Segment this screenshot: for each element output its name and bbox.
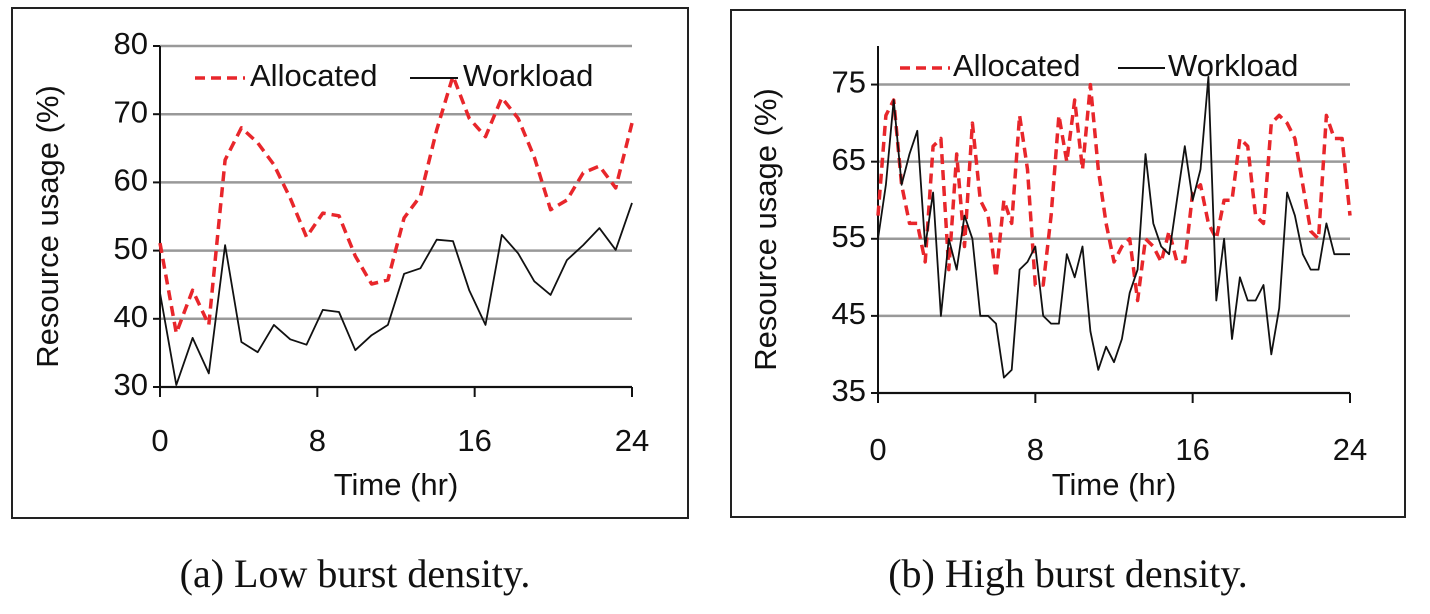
legend-label: Allocated <box>953 48 1081 83</box>
panel-frame <box>11 7 689 519</box>
x-tick-label: 16 <box>1175 432 1209 467</box>
data-line <box>877 75 1350 379</box>
x-tick-label: 8 <box>1027 432 1044 467</box>
y-tick-label: 80 <box>114 26 148 61</box>
y-tick-label: 35 <box>832 373 866 408</box>
x-tick-label: 0 <box>151 423 168 458</box>
y-tick-label: 55 <box>832 219 866 254</box>
y-tick-label: 75 <box>832 65 866 100</box>
y-tick-label: 60 <box>114 163 148 198</box>
panel-frame <box>730 9 1406 518</box>
caption: (a) Low burst density. <box>180 551 531 596</box>
y-axis-label: Resource usage (%) <box>30 85 65 368</box>
x-tick-label: 0 <box>869 432 886 467</box>
x-axis-label: Time (hr) <box>1052 467 1177 502</box>
y-tick-label: 65 <box>832 142 866 177</box>
data-line <box>158 74 634 335</box>
legend-label: Workload <box>1168 48 1298 83</box>
y-tick-label: 50 <box>114 231 148 266</box>
y-axis-label: Resource usage (%) <box>748 88 783 371</box>
y-tick-label: 45 <box>832 296 866 331</box>
data-line <box>876 82 1352 303</box>
legend-label: Allocated <box>250 58 378 93</box>
x-tick-label: 8 <box>309 423 326 458</box>
legend-label: Workload <box>463 58 593 93</box>
x-tick-label: 16 <box>457 423 491 458</box>
y-tick-label: 70 <box>114 94 148 129</box>
caption: (b) High burst density. <box>888 551 1248 596</box>
x-tick-label: 24 <box>615 423 649 458</box>
data-line <box>159 202 633 386</box>
x-axis-label: Time (hr) <box>334 467 459 502</box>
x-tick-label: 24 <box>1333 432 1367 467</box>
y-tick-label: 40 <box>114 299 148 334</box>
y-tick-label: 30 <box>114 367 148 402</box>
